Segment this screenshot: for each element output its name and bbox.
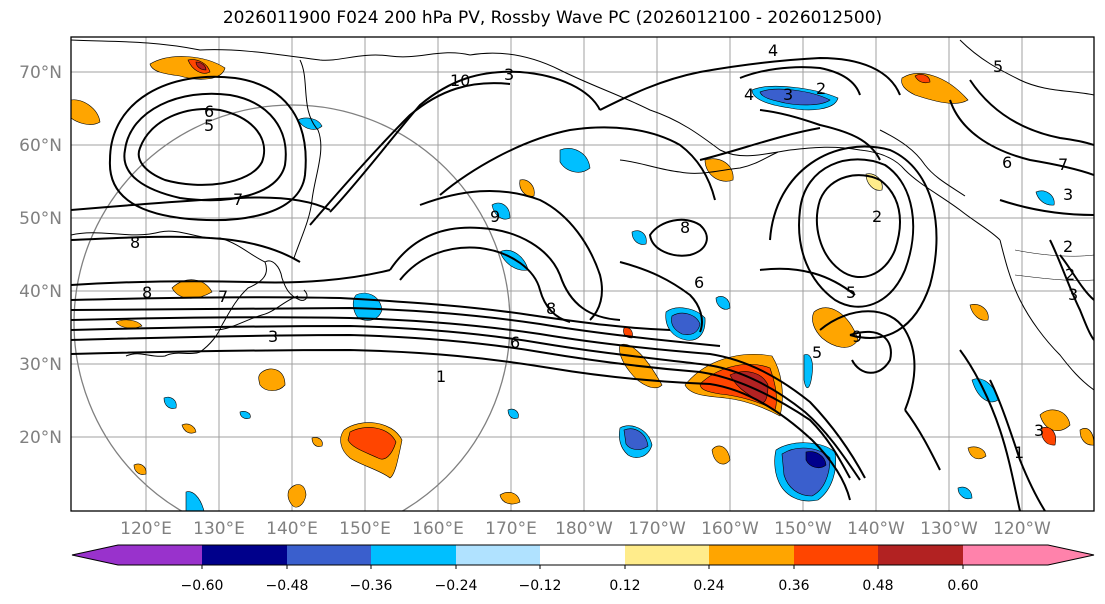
coastlines	[71, 39, 1094, 391]
colorbar-segment	[878, 545, 963, 565]
contour-label: 4	[744, 85, 754, 104]
colorbar-tick: 0.60	[947, 578, 978, 594]
colorbar-tick: 0.36	[778, 578, 809, 594]
contour-label: 5	[993, 57, 1003, 76]
lat-label: 70°N	[19, 63, 62, 83]
colorbar-tick: 0.48	[862, 578, 893, 594]
contour-label: 10	[450, 71, 470, 90]
contour-label: 3	[1068, 285, 1078, 304]
lon-label: 160°W	[701, 519, 759, 539]
map-frame	[70, 36, 1095, 512]
colorbar-segment	[456, 545, 540, 565]
colorbar-tick: −0.24	[435, 578, 478, 594]
colorbar-segment	[794, 545, 878, 565]
lon-label: 160°E	[412, 519, 464, 539]
colorbar	[71, 544, 1095, 569]
colorbar-tick: 0.24	[693, 578, 724, 594]
colorbar-segment	[371, 545, 456, 565]
lon-label: 130°W	[920, 519, 978, 539]
contour-label: 3	[1063, 185, 1073, 204]
contour-label: 4	[768, 41, 778, 60]
contour-label: 6	[510, 333, 520, 352]
lon-label: 150°E	[339, 519, 391, 539]
lon-label: 120°W	[993, 519, 1051, 539]
contour-label: 2	[1065, 265, 1075, 284]
colorbar-tick: −0.60	[181, 578, 224, 594]
colorbar-segment	[202, 545, 287, 565]
contour-label: 8	[546, 299, 556, 318]
pv-contours	[71, 56, 1094, 511]
contour-label: 8	[680, 218, 690, 237]
map-panel	[71, 37, 1094, 511]
lon-label: 140°E	[266, 519, 318, 539]
colorbar-tick: −0.48	[266, 578, 309, 594]
colorbar-tick: −0.36	[350, 578, 393, 594]
colorbar-segment	[963, 545, 1048, 565]
lon-label: 150°W	[774, 519, 832, 539]
contour-label: 6	[1002, 153, 1012, 172]
lat-label: 60°N	[19, 136, 62, 156]
lon-label: 170°E	[485, 519, 537, 539]
contour-label: 2	[816, 79, 826, 98]
lon-label: 140°W	[847, 519, 905, 539]
lon-label: 170°W	[628, 519, 686, 539]
contour-label: 6	[694, 273, 704, 292]
lon-label: 120°E	[120, 519, 172, 539]
contour-label: 8	[130, 233, 140, 252]
contour-label: 3	[1034, 421, 1044, 440]
colorbar-segment	[540, 545, 625, 565]
lat-label: 20°N	[19, 428, 62, 448]
contour-label: 3	[268, 327, 278, 346]
colorbar-segment	[72, 545, 118, 565]
contour-label: 7	[1058, 155, 1068, 174]
colorbar-tick: 0.12	[609, 578, 640, 594]
colorbar-tick-labels: −0.60 −0.48 −0.36 −0.24 −0.12 0.12 0.24 …	[181, 578, 979, 594]
lon-label: 180°W	[555, 519, 613, 539]
lat-label: 40°N	[19, 282, 62, 302]
latitude-labels: 70°N 60°N 50°N 40°N 30°N 20°N	[19, 63, 62, 448]
lon-label: 130°E	[193, 519, 245, 539]
contour-label: 7	[218, 287, 228, 306]
colorbar-segment	[625, 545, 709, 565]
contour-label: 7	[233, 190, 243, 209]
contour-label: 2	[1063, 237, 1073, 256]
contour-label: 8	[142, 283, 152, 302]
lat-label: 30°N	[19, 355, 62, 375]
contour-label: 9	[852, 327, 862, 346]
lat-label: 50°N	[19, 209, 62, 229]
colorbar-segment	[287, 545, 371, 565]
shaded-anomalies	[71, 56, 1094, 511]
contour-label: 2	[872, 207, 882, 226]
contour-label: 3	[783, 85, 793, 104]
contour-label: 9	[490, 207, 500, 226]
plot-title: 2026011900 F024 200 hPa PV, Rossby Wave …	[222, 8, 883, 28]
reference-circle	[73, 104, 511, 511]
contour-label: 5	[846, 283, 856, 302]
contour-label: 1	[436, 367, 446, 386]
longitude-labels: 120°E 130°E 140°E 150°E 160°E 170°E 180°…	[120, 519, 1051, 539]
colorbar-segment	[118, 545, 202, 565]
contour-label: 5	[812, 343, 822, 362]
colorbar-tick: −0.12	[519, 578, 562, 594]
contour-label: 6	[204, 102, 214, 121]
contour-label: 3	[504, 65, 514, 84]
colorbar-segment	[1048, 545, 1094, 565]
colorbar-segment	[709, 545, 794, 565]
contour-label: 5	[204, 116, 214, 135]
contour-label: 1	[1014, 443, 1024, 462]
contour-labels: 4 2 3 4 3 10 6 5 5 6 7 7 8 9 8 2 6 3 2 8…	[130, 41, 1078, 462]
colorbar-outline	[71, 544, 1095, 566]
